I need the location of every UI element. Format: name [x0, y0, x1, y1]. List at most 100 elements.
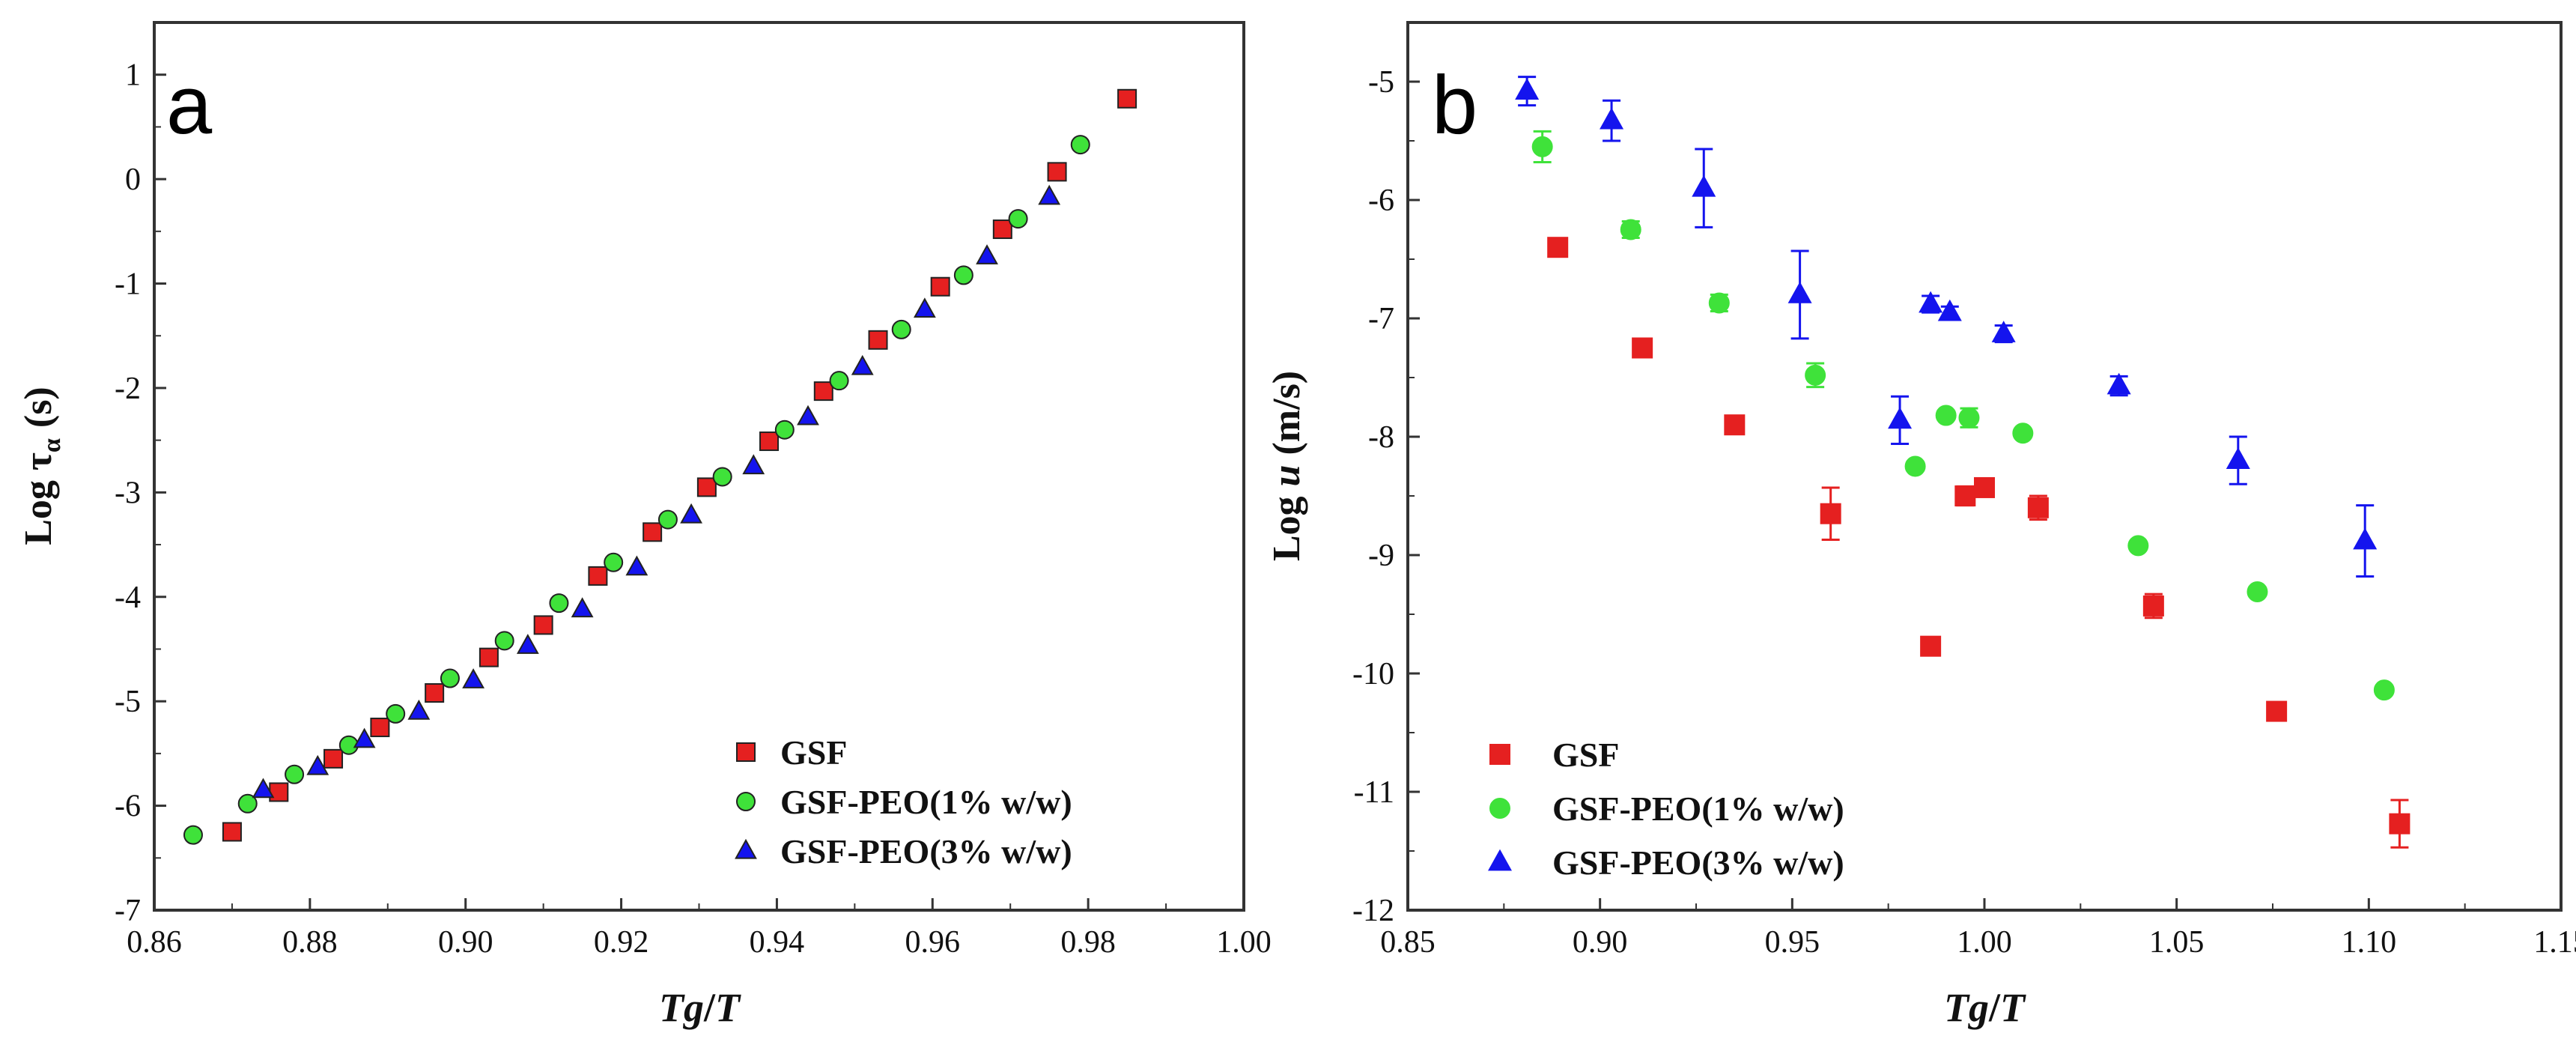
panel-a-gsf-point: [992, 219, 1012, 240]
panel-b-chart: 0.85 0.90 0.95 1.00 1.05 1.10 1.15 -12 -11 -10 -9 -…: [1266, 21, 2576, 1030]
panel-b-y-tick-label: -10: [1352, 657, 1394, 691]
panel-b-gsf-point: [2142, 595, 2164, 617]
panel-a-gsf-point: [588, 566, 608, 586]
panel-b-gsf-point: [2266, 700, 2288, 722]
panel-a-y-tick-label: -7: [115, 894, 141, 928]
panel-b-label: b: [1432, 59, 1477, 151]
panel-a-gsf-peo-1-w-w-point: [1008, 209, 1028, 229]
panel-b-gsf-peo-1-w-w-point: [1708, 292, 1730, 314]
panel-a-gsf-point: [696, 477, 717, 497]
panel-b-gsf-peo-3-w-w-point: [1600, 107, 1624, 130]
panel-b-y-tick-label: -8: [1368, 420, 1394, 455]
panel-a-gsf-peo-3-w-w-point: [252, 778, 275, 799]
panel-b-gsf-point: [1547, 237, 1569, 258]
panel-a-legend-marker-gsf: [736, 742, 756, 762]
panel-a-gsf-point: [643, 522, 663, 542]
panel-b-gsf-peo-1-w-w-point: [1935, 405, 1957, 426]
panel-a-gsf-peo-3-w-w-point: [625, 555, 648, 576]
panel-a-y-tick-label: -6: [115, 790, 141, 824]
panel-b-frame: [1406, 21, 2563, 912]
panel-a-gsf-point: [533, 615, 553, 635]
panel-b-gsf-peo-1-w-w-point: [2012, 422, 2034, 444]
panel-b-legend-marker-gsf: [1489, 744, 1510, 765]
panel-b-legend: GSF GSF-PEO(1% w/w) GSF-PEO(3% w/w): [1487, 736, 1844, 882]
panel-b-gsf-peo-3-w-w-point: [1787, 282, 1812, 303]
panel-a-gsf-peo-3-w-w-point: [680, 503, 703, 524]
panel-a-y-tick-label: -2: [115, 372, 141, 406]
panel-a-gsf-peo-3-w-w-point: [913, 297, 936, 318]
panel-b-gsf-point: [1974, 476, 1995, 498]
panel-a-y-tick-label: -4: [115, 581, 141, 615]
panel-b-gsf-point: [1920, 635, 1942, 657]
panel-a-gsf-peo-1-w-w-point: [829, 371, 849, 391]
panel-b-gsf-point: [2389, 813, 2411, 835]
panel-a-y-tick-label: -1: [115, 267, 141, 302]
panel-b-gsf-peo-1-w-w-point: [1805, 364, 1826, 386]
panel-a-label: a: [166, 59, 213, 151]
panel-b-y-tick-label: -12: [1352, 894, 1394, 928]
panel-b-x-tick-label: 1.05: [2149, 925, 2205, 960]
panel-b-gsf-peo-3-w-w-point: [1937, 299, 1962, 321]
panel-b-ticks: 0.85 0.90 0.95 1.00 1.05 1.10 1.15 -12 -11 -10 -9 -…: [1352, 22, 2576, 960]
panel-b-gsf-peo-1-w-w-point: [2373, 679, 2395, 701]
panel-a-gsf-point: [1117, 88, 1137, 109]
panel-a-legend-label-gsf-peo-3-w-w: GSF-PEO(3% w/w): [780, 832, 1072, 870]
panel-b-x-tick-label: 0.90: [1573, 925, 1628, 960]
panel-b-x-tick-label: 1.10: [2342, 925, 2397, 960]
panel-a-gsf-point: [323, 748, 344, 769]
panel-a-x-tick-label: 0.94: [750, 925, 805, 960]
panel-b-gsf-peo-3-w-w-point: [2353, 527, 2378, 550]
panel-a-gsf-peo-3-w-w-point: [742, 454, 765, 475]
panel-a-ticks: 0.86 0.88 0.90 0.92 0.94 0.96 0.98 1.00 -7 -6 -5 -4…: [115, 22, 1272, 960]
panel-a-x-tick-label: 1.00: [1216, 925, 1272, 960]
panel-b-gsf-peo-1-w-w-point: [2127, 535, 2149, 557]
panel-a-gsf-peo-1-w-w-point: [657, 509, 678, 530]
panel-a-gsf-point: [868, 330, 888, 350]
panel-b-legend-label-gsf-peo-1-w-w: GSF-PEO(1% w/w): [1552, 790, 1844, 828]
panel-b-y-tick-label: -6: [1368, 184, 1394, 218]
panel-a-gsf-peo-3-w-w-point: [851, 354, 874, 375]
panel-b-gsf-point: [1820, 503, 1841, 524]
panel-b-gsf-peo-3-w-w-point: [1692, 175, 1716, 197]
panel-a-x-tick-label: 0.92: [594, 925, 649, 960]
panel-a-gsf-point: [222, 822, 242, 842]
panel-a-y-tick-label: 1: [125, 58, 141, 93]
panel-a-gsf-peo-1-w-w-point: [183, 825, 203, 845]
panel-a-legend-marker-gsf-peo-1-w-w: [736, 792, 756, 811]
panel-b-x-tick-label: 1.15: [2533, 925, 2576, 960]
panel-a-gsf-peo-1-w-w-point: [712, 467, 732, 487]
panel-b-gsf-peo-1-w-w-point: [1958, 407, 1980, 428]
panel-a-legend-label-gsf-peo-1-w-w: GSF-PEO(1% w/w): [780, 783, 1072, 821]
panel-a-gsf-peo-3-w-w-point: [516, 634, 539, 654]
panel-a-gsf-peo-1-w-w-point: [891, 319, 911, 339]
panel-a-y-tick-label: -5: [115, 685, 141, 719]
panel-b-y-tick-label: -5: [1368, 65, 1394, 100]
panel-a-gsf-peo-3-w-w-point: [353, 727, 376, 748]
panel-b-legend-label-gsf-peo-3-w-w: GSF-PEO(3% w/w): [1552, 843, 1844, 882]
panel-b-gsf-peo-1-w-w-point: [2247, 581, 2268, 602]
panel-b-gsf-peo-3-w-w-point: [1919, 291, 1943, 313]
panel-b-x-axis-title: Tg/T: [1944, 985, 2026, 1030]
panel-a-marks: [183, 88, 1137, 845]
panel-b-gsf-peo-1-w-w-point: [1620, 219, 1641, 240]
panel-a-gsf-peo-3-w-w-point: [1038, 184, 1061, 205]
panel-a-x-tick-label: 0.88: [282, 925, 338, 960]
panel-a-gsf-point: [813, 381, 833, 402]
panel-a-gsf-peo-1-w-w-point: [774, 420, 795, 440]
panel-a-gsf-peo-3-w-w-point: [462, 668, 485, 688]
panel-b-gsf-peo-1-w-w-point: [1904, 455, 1926, 477]
panel-b-gsf-point: [1724, 414, 1746, 436]
panel-b-gsf-peo-3-w-w-point: [1991, 321, 2016, 342]
panel-b-gsf-peo-3-w-w-point: [1888, 407, 1913, 429]
panel-a-gsf-peo-1-w-w-point: [440, 668, 460, 688]
panel-b-gsf-point: [2027, 497, 2049, 518]
panel-b-legend-marker-gsf-peo-3-w-w: [1487, 849, 1513, 871]
panel-a-gsf-peo-1-w-w-point: [604, 552, 624, 572]
panel-b-gsf-peo-3-w-w-point: [1515, 78, 1540, 100]
panel-b-gsf-peo-3-w-w-point: [2106, 372, 2131, 395]
panel-a-gsf-peo-3-w-w-point: [976, 244, 998, 264]
panel-b-marks: [1515, 76, 2411, 849]
panel-a-gsf-peo-1-w-w-point: [494, 631, 514, 651]
panel-a-frame: [153, 21, 1245, 912]
